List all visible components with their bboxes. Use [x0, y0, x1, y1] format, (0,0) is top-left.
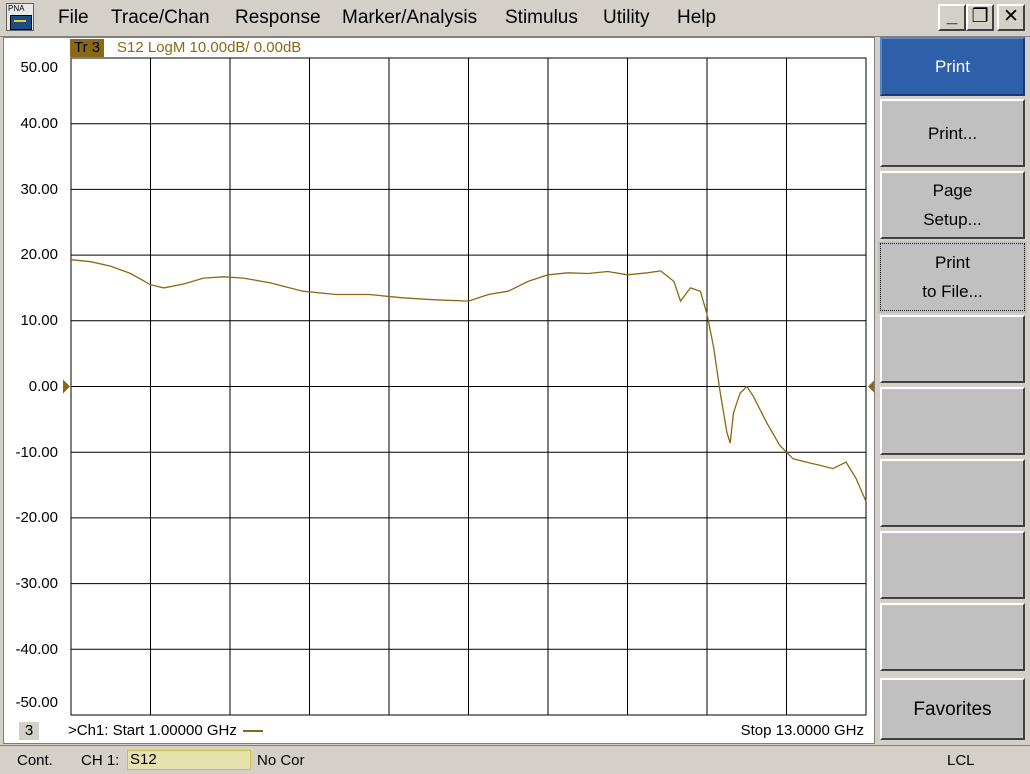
channel-status: CH 1: [81, 752, 120, 769]
print-dialog-button[interactable]: Print... [880, 99, 1025, 167]
y-tick-label: 30.00 [20, 181, 58, 198]
y-tick-label: 0.00 [28, 378, 58, 395]
softkey-label-line: Setup... [923, 210, 982, 229]
trace-plot-svg [63, 57, 874, 716]
menu-marker-analysis[interactable]: Marker/Analysis [342, 7, 478, 28]
trace-label[interactable]: Tr 3 [70, 39, 105, 57]
correction-status[interactable]: No Cor [257, 752, 305, 769]
softkey-blank-5[interactable] [880, 315, 1025, 383]
active-parameter-status[interactable]: S12 [127, 750, 251, 770]
y-tick-label: -30.00 [15, 575, 58, 592]
menu-stimulus[interactable]: Stimulus [505, 7, 578, 28]
reference-marker-left [63, 379, 70, 394]
channel-number[interactable]: 3 [19, 722, 39, 740]
menu-bar: PNA File Trace/Chan Response Marker/Anal… [0, 0, 1030, 37]
menu-response[interactable]: Response [235, 7, 321, 28]
start-frequency-label[interactable]: >Ch1: Start 1.00000 GHz [68, 722, 263, 740]
y-tick-label: 10.00 [20, 312, 58, 329]
softkey-blank-9[interactable] [880, 603, 1025, 671]
restore-button[interactable]: ❐ [966, 4, 994, 31]
y-tick-label: 50.00 [20, 59, 58, 76]
y-tick-label: -40.00 [15, 641, 58, 658]
y-tick-label: 40.00 [20, 115, 58, 132]
y-tick-label: 20.00 [20, 246, 58, 263]
trace-plot-area[interactable]: Tr 3 S12 LogM 10.00dB/ 0.00dB 50.00 40.0… [3, 37, 875, 744]
y-tick-label: -50.00 [15, 694, 58, 711]
start-frequency-text: >Ch1: Start 1.00000 GHz [68, 722, 237, 739]
y-tick-label: -20.00 [15, 509, 58, 526]
softkey-blank-8[interactable] [880, 531, 1025, 599]
softkey-blank-6[interactable] [880, 387, 1025, 455]
close-button[interactable]: ✕ [997, 4, 1025, 31]
y-tick-label: -10.00 [15, 444, 58, 461]
sweep-mode-status[interactable]: Cont. [17, 752, 53, 769]
trace-color-swatch [242, 730, 263, 733]
menu-file[interactable]: File [58, 7, 89, 28]
status-bar: Cont. CH 1: S12 No Cor LCL [0, 745, 1030, 774]
softkey-label-line: Print [935, 57, 970, 76]
print-to-file-button[interactable]: Print to File... [878, 241, 1027, 313]
pna-app-icon[interactable]: PNA [6, 3, 34, 31]
favorites-button[interactable]: Favorites [880, 678, 1025, 740]
softkey-blank-7[interactable] [880, 459, 1025, 527]
softkey-panel: Print Print... Page Setup... Print to File...… [877, 37, 1030, 744]
minimize-button[interactable]: _ [938, 4, 966, 31]
softkey-label-line: Page [932, 181, 973, 200]
trace-line-s12 [70, 259, 867, 502]
stop-frequency-label[interactable]: Stop 13.0000 GHz [740, 722, 864, 739]
menu-trace-chan[interactable]: Trace/Chan [111, 7, 210, 28]
trace-description[interactable]: S12 LogM 10.00dB/ 0.00dB [117, 39, 302, 56]
page-setup-button[interactable]: Page Setup... [880, 171, 1025, 239]
softkey-label-line: to File... [922, 282, 983, 301]
screen-icon [10, 15, 32, 30]
print-button[interactable]: Print [880, 37, 1025, 96]
remote-status: LCL [947, 752, 975, 769]
softkey-label-line: Print [935, 253, 970, 272]
app-icon-label: PNA [8, 4, 25, 13]
softkey-label-line: Print... [927, 123, 978, 143]
menu-utility[interactable]: Utility [603, 7, 650, 28]
menu-help[interactable]: Help [677, 7, 717, 28]
softkey-label-line: Favorites [913, 698, 992, 720]
reference-marker-right [868, 380, 874, 393]
